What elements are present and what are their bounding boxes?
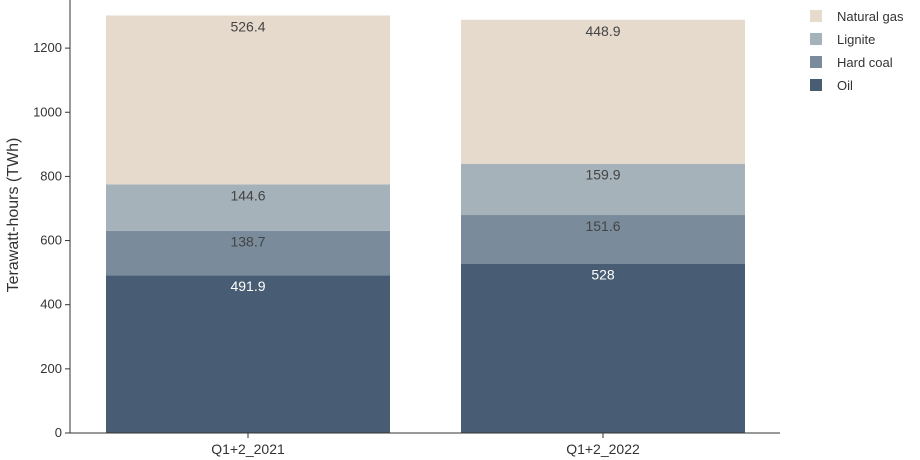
- bar-segment-hard-coal-1: [106, 230, 390, 276]
- x-tick-label: Q1+2_2021: [211, 441, 285, 457]
- data-label-hard-coal-1: 138.7: [230, 234, 265, 250]
- data-label-lignite-2: 159.9: [585, 167, 620, 183]
- legend-swatch-lignite: [810, 33, 822, 45]
- y-tick-label: 200: [40, 361, 62, 376]
- legend-swatch-natural-gas: [810, 10, 822, 22]
- y-tick-label: 600: [40, 233, 62, 248]
- y-tick-label: 0: [55, 425, 62, 440]
- bars-layer: [106, 15, 745, 433]
- y-tick-label: 400: [40, 297, 62, 312]
- bar-segment-hard-coal-2: [461, 215, 745, 264]
- value-labels-layer: 491.9 138.7 144.6 526.4 528 151.6 159.9 448.9: [230, 19, 620, 295]
- legend: Natural gas Lignite Hard coal Oil: [810, 9, 904, 93]
- bar-segment-oil-2: [461, 263, 745, 433]
- data-label-lignite-1: 144.6: [230, 187, 265, 203]
- bar-segment-oil-1: [106, 275, 390, 433]
- data-label-hard-coal-2: 151.6: [585, 218, 620, 234]
- data-label-oil-2: 528: [591, 267, 615, 283]
- y-tick-label: 1200: [33, 40, 62, 55]
- x-tick-label: Q1+2_2022: [566, 441, 640, 457]
- legend-swatch-hard-coal: [810, 56, 822, 68]
- axes-layer: 0 200 400 600 800 1000 1200 Q1+2_2021 Q1+2_2022: [33, 0, 780, 457]
- legend-swatch-oil: [810, 79, 822, 91]
- data-label-oil-1: 491.9: [230, 278, 265, 294]
- legend-label-oil: Oil: [837, 78, 853, 93]
- y-axis-label: Terawatt-hours (TWh): [5, 138, 22, 293]
- legend-label-hard-coal: Hard coal: [837, 55, 893, 70]
- y-tick-label: 1000: [33, 104, 62, 119]
- bar-segment-natural-gas-1: [106, 15, 390, 185]
- data-label-natural-gas-2: 448.9: [585, 23, 620, 39]
- y-tick-label: 800: [40, 168, 62, 183]
- bar-segment-natural-gas-2: [461, 19, 745, 164]
- bar-segment-lignite-2: [461, 163, 745, 216]
- bar-segment-lignite-1: [106, 184, 390, 231]
- legend-label-lignite: Lignite: [837, 32, 875, 47]
- data-label-natural-gas-1: 526.4: [230, 19, 265, 35]
- legend-label-natural-gas: Natural gas: [837, 9, 904, 24]
